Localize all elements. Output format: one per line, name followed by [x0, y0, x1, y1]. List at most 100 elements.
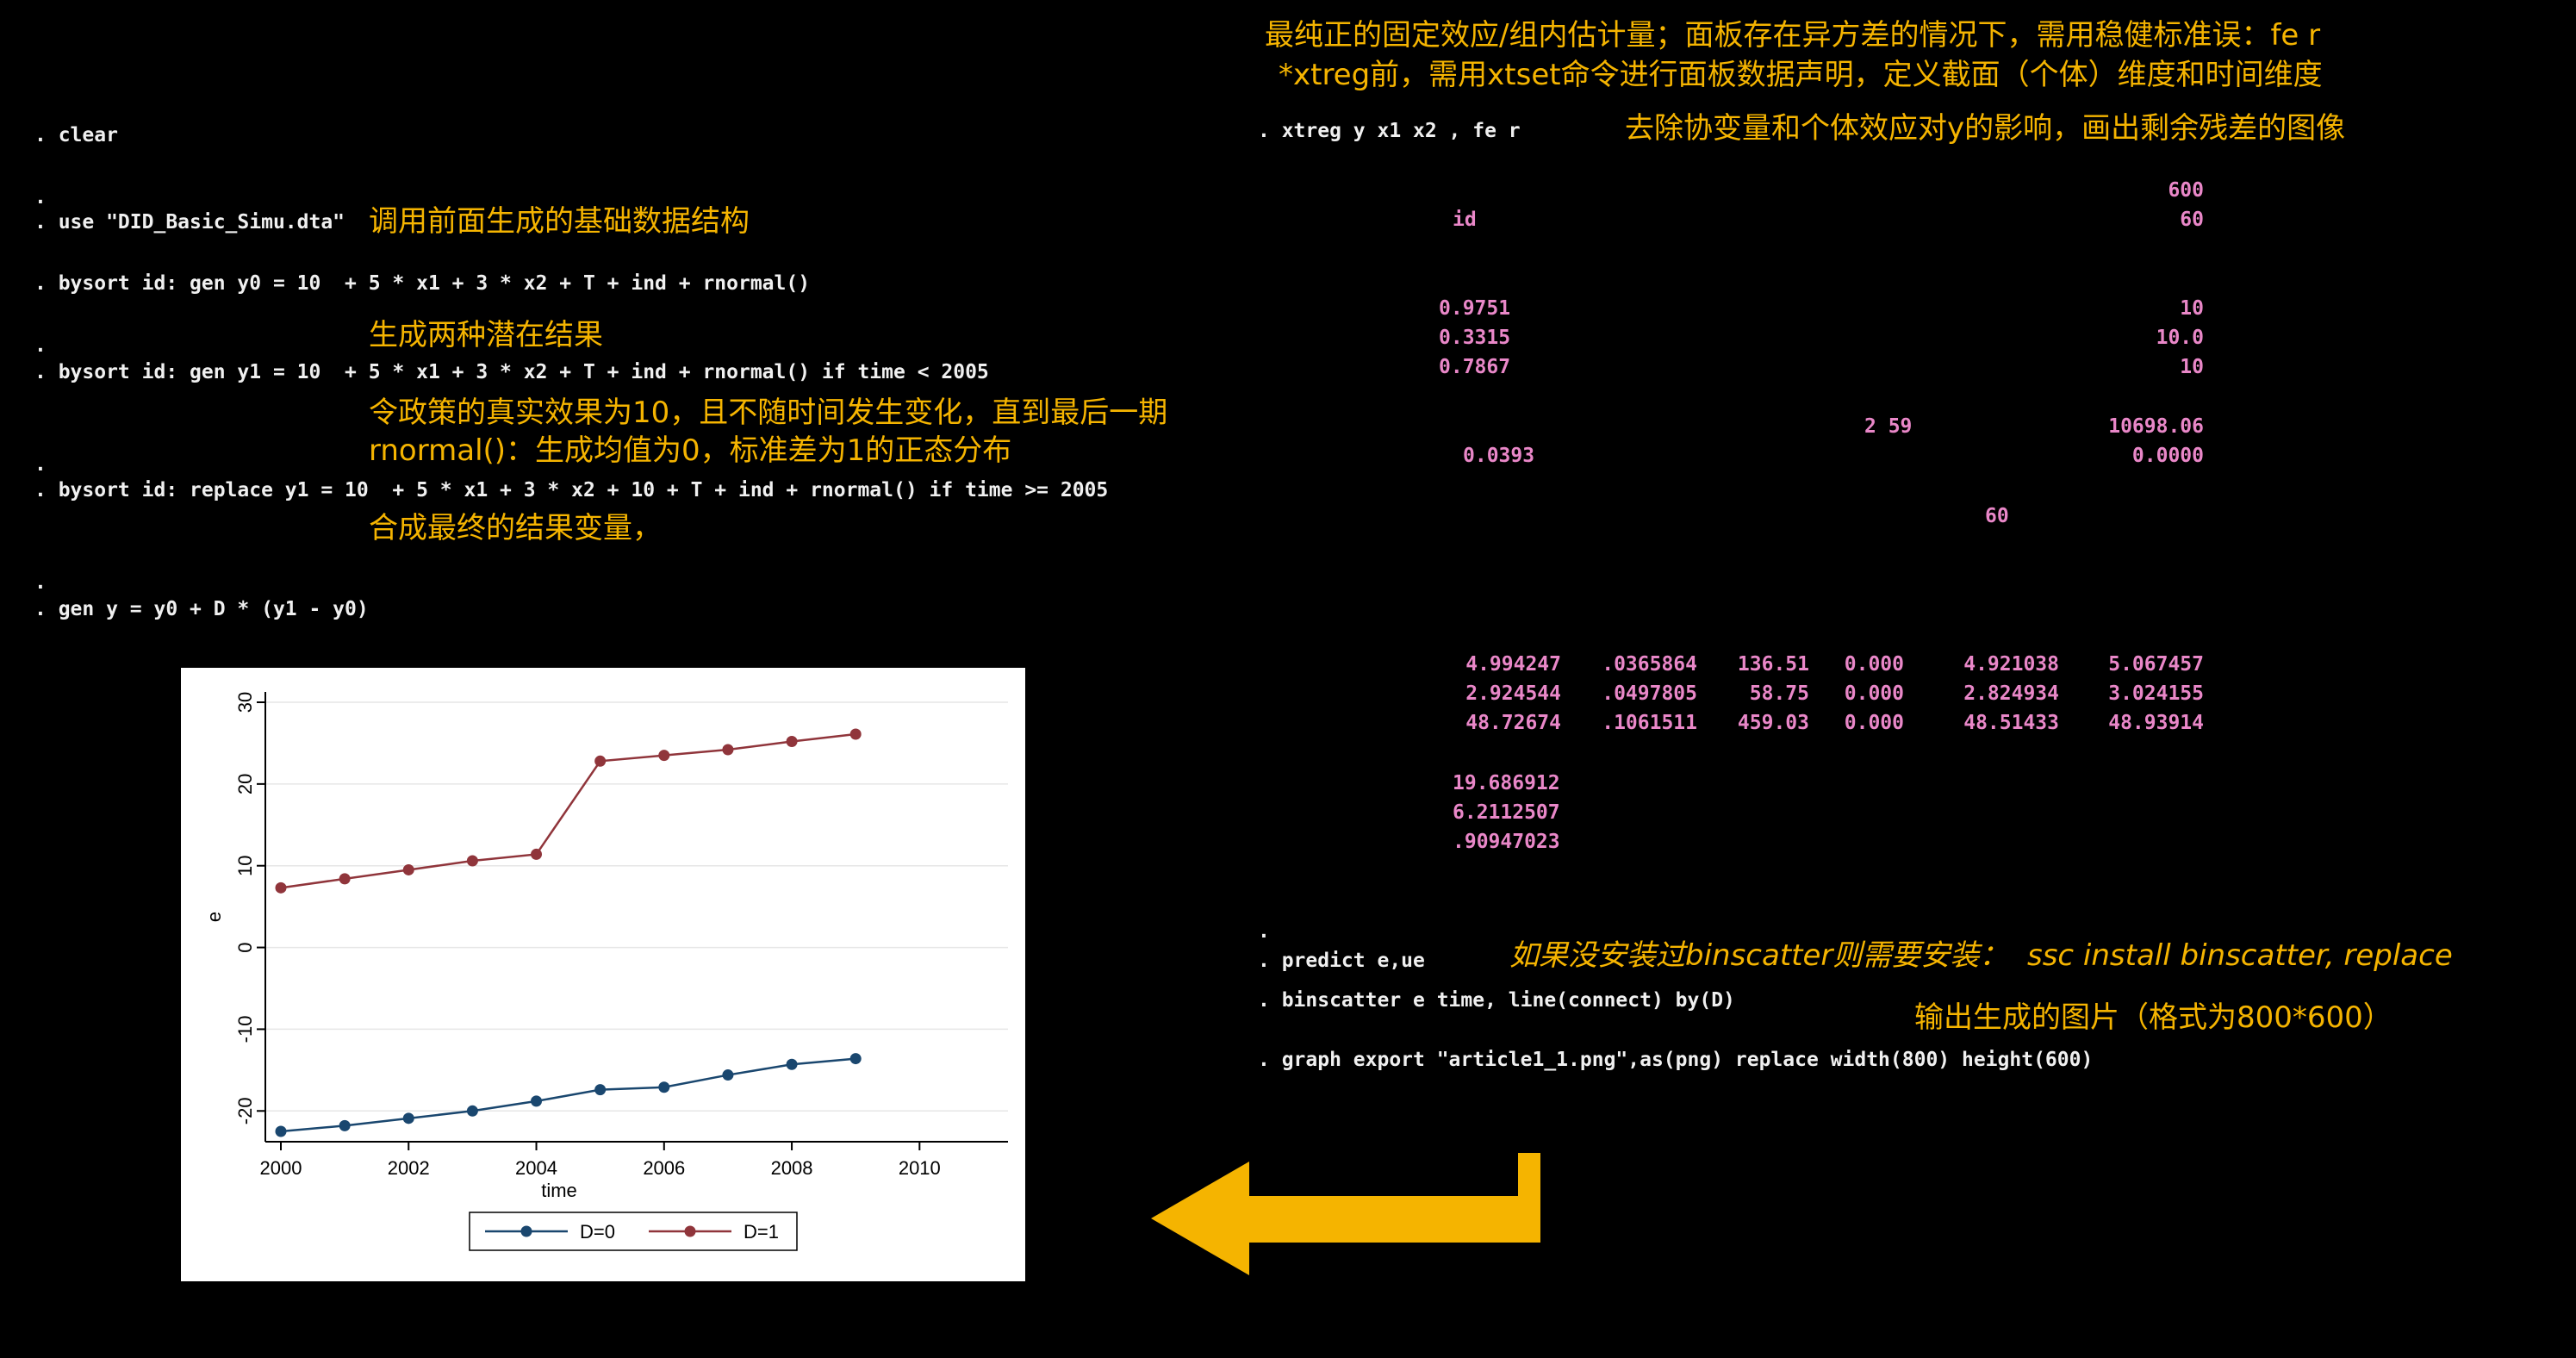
data-point: [849, 728, 862, 740]
cmd-blank: .: [1258, 920, 1270, 943]
legend-marker: [520, 1225, 532, 1237]
binscatter-plot: -20 -10 0 10 20 30 2000 2002 2004 2006 2008 2010 tim…: [181, 668, 1025, 1281]
legend-marker: [684, 1225, 696, 1237]
cmd-xtreg: . xtreg y x1 x2 , fe r: [1258, 120, 1521, 142]
coef-cell: 48.72674: [1465, 712, 1561, 734]
data-point: [402, 863, 414, 875]
cmd-gen-y: . gen y = y0 + D * (y1 - y0): [34, 598, 369, 620]
coef-cell: 2.824934: [1963, 682, 2059, 705]
coef-cell: 4.921038: [1963, 653, 2059, 676]
data-point: [339, 1119, 351, 1131]
cmd-blank: .: [34, 186, 47, 209]
coef-cell: 4.994247: [1465, 653, 1561, 676]
cmd-graph-export: . graph export "article1_1.png",as(png) …: [1258, 1049, 2094, 1071]
out-rsq-overall: 0.7867: [1439, 356, 1511, 378]
out-prob-f: 0.0000: [2131, 445, 2204, 467]
coef-cell: 5.067457: [2108, 653, 2204, 676]
out-obs: 600: [2168, 179, 2204, 202]
coef-cell: 2.924544: [1465, 682, 1561, 705]
data-point: [849, 1053, 862, 1065]
out-g-min: 10: [2180, 297, 2204, 320]
y-tick-label: 20: [234, 774, 256, 794]
out-rho: .90947023: [1453, 831, 1560, 853]
data-point: [531, 848, 543, 860]
out-sigma-u: 19.686912: [1453, 772, 1560, 794]
cmd-binscatter: . binscatter e time, line(connect) by(D): [1258, 989, 1735, 1012]
coef-cell: .1061511: [1602, 712, 1697, 734]
y-tick-label: 0: [234, 942, 256, 952]
cmd-use: . use "DID_Basic_Simu.dta": [34, 211, 345, 234]
data-point: [466, 1105, 478, 1117]
cmd-gen-y0: . bysort id: gen y0 = 10 + 5 * x1 + 3 * …: [34, 272, 811, 295]
y-axis-title: e: [203, 912, 225, 922]
data-point: [658, 1081, 670, 1093]
cmd-gen-y1: . bysort id: gen y1 = 10 + 5 * x1 + 3 * …: [34, 361, 989, 383]
data-point: [594, 1084, 607, 1096]
x-tick-label: 2000: [260, 1157, 302, 1179]
cmd-replace-y1: . bysort id: replace y1 = 10 + 5 * x1 + …: [34, 479, 1109, 501]
y-tick-label: 10: [234, 855, 256, 875]
data-point: [786, 736, 798, 748]
note-potential: 生成两种潜在结果: [369, 318, 603, 352]
cmd-blank: .: [34, 571, 47, 594]
data-point: [339, 873, 351, 885]
data-point: [466, 855, 478, 867]
out-group-var: id: [1453, 209, 1477, 231]
note-install: 如果没安装过binscatter则需要安装： ssc install binsc…: [1509, 938, 2453, 973]
cmd-blank: .: [34, 334, 47, 357]
x-tick-label: 2010: [899, 1157, 941, 1179]
coef-cell: 58.75: [1749, 682, 1809, 705]
coef-cell: 0.000: [1844, 682, 1904, 705]
x-tick-label: 2006: [643, 1157, 685, 1179]
y-tick-label: -20: [234, 1097, 256, 1124]
cmd-blank: .: [34, 453, 47, 476]
data-point: [531, 1095, 543, 1107]
note-export: 输出生成的图片（格式为800*600）: [1914, 1000, 2392, 1035]
note-fe-line2: *xtreg前，需用xtset命令进行面板数据声明，定义截面（个体）维度和时间维…: [1279, 58, 2323, 92]
series-line-D=0: [280, 1057, 856, 1133]
note-rnormal: rnormal()：生成均值为0，标准差为1的正态分布: [369, 433, 1012, 468]
arrow-shape: [1151, 1153, 1540, 1275]
out-g-max: 10: [2180, 356, 2204, 378]
data-point: [275, 881, 287, 894]
out-f-df: 2 59: [1864, 415, 1913, 438]
series-line-D=1: [280, 732, 856, 889]
out-sigma-e: 6.2112507: [1453, 801, 1560, 824]
note-fe-line1: 最纯正的固定效应/组内估计量；面板存在异方差的情况下，需用稳健标准误：fe r: [1265, 18, 2321, 53]
coef-cell: .0497805: [1602, 682, 1697, 705]
coef-cell: 48.93914: [2108, 712, 2204, 734]
out-f-value: 10698.06: [2108, 415, 2204, 438]
data-point: [722, 1069, 734, 1081]
out-groups: 60: [2180, 209, 2204, 231]
data-point: [786, 1058, 798, 1070]
cmd-clear: . clear: [34, 124, 118, 146]
data-point: [658, 750, 670, 762]
note-combine: 合成最终的结果变量，: [369, 511, 662, 545]
coef-cell: .0365864: [1602, 653, 1697, 676]
out-rsq-within: 0.9751: [1439, 297, 1511, 320]
data-point: [275, 1125, 287, 1137]
out-corr: 0.0393: [1463, 445, 1535, 467]
y-tick-label: 30: [234, 692, 256, 713]
x-axis-title: time: [541, 1180, 577, 1201]
coef-cell: 136.51: [1737, 653, 1809, 676]
arrow-icon: [1151, 1153, 1540, 1275]
coef-cell: 3.024155: [2108, 682, 2204, 705]
note-use: 调用前面生成的基础数据结构: [369, 204, 750, 239]
legend-label: D=0: [580, 1221, 615, 1243]
data-point: [402, 1112, 414, 1124]
data-point: [722, 744, 734, 756]
coef-cell: 459.03: [1737, 712, 1809, 734]
note-policy-effect: 令政策的真实效果为10，且不随时间发生变化，直到最后一期: [369, 396, 1168, 430]
x-tick-label: 2002: [388, 1157, 430, 1179]
y-tick-label: -10: [234, 1016, 256, 1043]
coef-cell: 0.000: [1844, 653, 1904, 676]
coef-cell: 48.51433: [1963, 712, 2059, 734]
note-residual: 去除协变量和个体效应对y的影响，画出剩余残差的图像: [1625, 111, 2346, 146]
x-tick-label: 2008: [771, 1157, 813, 1179]
legend-label: D=1: [744, 1221, 779, 1243]
x-tick-label: 2004: [515, 1157, 557, 1179]
cmd-predict: . predict e,ue: [1258, 950, 1425, 972]
out-g-avg: 10.0: [2156, 327, 2204, 349]
chart-svg: -20 -10 0 10 20 30 2000 2002 2004 2006 2008 2010 tim…: [203, 692, 1008, 1251]
